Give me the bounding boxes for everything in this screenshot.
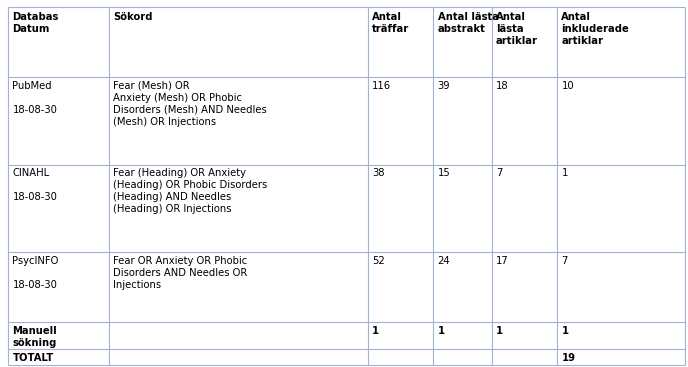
Text: Antal
inkluderade
artiklar: Antal inkluderade artiklar <box>561 12 629 46</box>
Text: CINAHL

18-08-30: CINAHL 18-08-30 <box>12 168 57 203</box>
Text: Fear (Mesh) OR
Anxiety (Mesh) OR Phobic
Disorders (Mesh) AND Needles
(Mesh) OR I: Fear (Mesh) OR Anxiety (Mesh) OR Phobic … <box>113 81 266 127</box>
Text: 10: 10 <box>561 81 574 91</box>
Text: 19: 19 <box>561 353 575 363</box>
Text: TOTALT: TOTALT <box>12 353 54 363</box>
Text: 1: 1 <box>438 326 444 336</box>
Text: 17: 17 <box>496 256 509 266</box>
Text: Sökord: Sökord <box>113 12 152 22</box>
Text: Antal
träffar: Antal träffar <box>372 12 409 34</box>
Text: 1: 1 <box>496 326 503 336</box>
Text: 1: 1 <box>561 168 568 178</box>
Text: Antal
lästa
artiklar: Antal lästa artiklar <box>496 12 538 46</box>
Text: 18: 18 <box>496 81 508 91</box>
Text: 15: 15 <box>438 168 451 178</box>
Text: 7: 7 <box>561 256 568 266</box>
Text: 52: 52 <box>372 256 385 266</box>
Text: Manuell
sökning: Manuell sökning <box>12 326 57 348</box>
Text: Fear (Heading) OR Anxiety
(Heading) OR Phobic Disorders
(Heading) AND Needles
(H: Fear (Heading) OR Anxiety (Heading) OR P… <box>113 168 267 214</box>
Text: Fear OR Anxiety OR Phobic
Disorders AND Needles OR
Injections: Fear OR Anxiety OR Phobic Disorders AND … <box>113 256 247 290</box>
Text: 38: 38 <box>372 168 385 178</box>
Text: 1: 1 <box>372 326 379 336</box>
Text: 1: 1 <box>561 326 568 336</box>
Text: 7: 7 <box>496 168 502 178</box>
Text: Databas
Datum: Databas Datum <box>12 12 58 34</box>
Text: 24: 24 <box>438 256 450 266</box>
Text: PsycINFO

18-08-30: PsycINFO 18-08-30 <box>12 256 58 290</box>
Text: 116: 116 <box>372 81 391 91</box>
Text: PubMed

18-08-30: PubMed 18-08-30 <box>12 81 57 115</box>
Text: Antal lästa
abstrakt: Antal lästa abstrakt <box>438 12 499 34</box>
Text: 39: 39 <box>438 81 450 91</box>
